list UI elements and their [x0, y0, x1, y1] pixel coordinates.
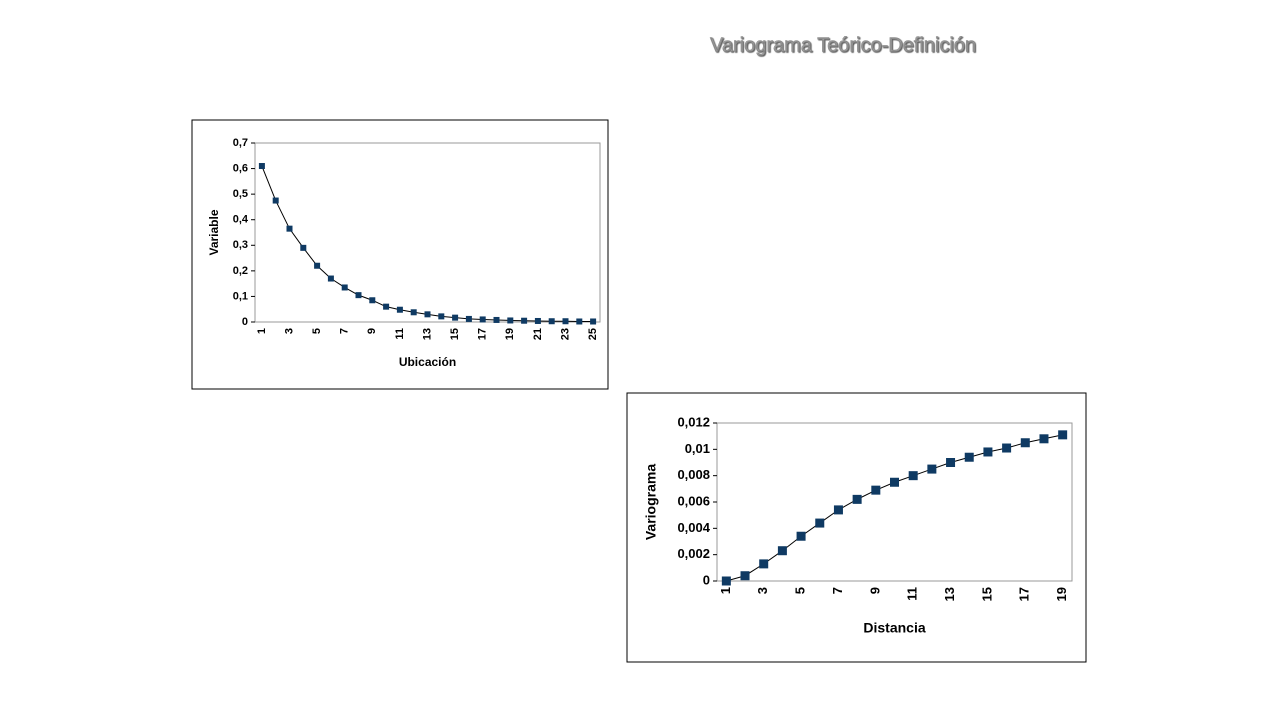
marker — [327, 275, 334, 282]
marker — [852, 494, 862, 504]
y-tick-label: 0,1 — [233, 290, 248, 302]
x-tick-label: 5 — [793, 587, 808, 594]
x-tick-label: 17 — [1017, 587, 1032, 601]
y-tick-label: 0,012 — [677, 414, 710, 429]
marker — [258, 163, 265, 170]
marker — [314, 262, 321, 269]
marker — [562, 318, 569, 325]
marker — [424, 311, 431, 318]
marker — [548, 318, 555, 325]
marker — [721, 576, 731, 586]
marker — [833, 505, 843, 515]
x-tick-label: 7 — [339, 328, 351, 334]
marker — [493, 316, 500, 323]
marker — [355, 292, 362, 299]
x-tick-label: 23 — [559, 328, 571, 340]
x-tick-label: 19 — [1054, 587, 1069, 601]
y-tick-label: 0,002 — [677, 546, 710, 561]
x-tick-label: 11 — [905, 587, 920, 601]
marker — [369, 297, 376, 304]
marker — [1020, 438, 1030, 448]
x-tick-label: 3 — [755, 587, 770, 594]
marker — [1058, 430, 1068, 440]
marker — [465, 315, 472, 322]
x-tick-label: 13 — [421, 328, 433, 340]
y-axis-label: Variograma — [643, 464, 659, 540]
x-axis-label: Ubicación — [399, 355, 456, 369]
x-tick-label: 1 — [718, 587, 733, 594]
x-tick-label: 21 — [532, 328, 544, 340]
marker — [507, 317, 514, 324]
x-tick-label: 3 — [283, 328, 295, 334]
marker — [452, 314, 459, 321]
marker — [815, 518, 825, 528]
marker — [964, 452, 974, 462]
chart-frame — [626, 392, 1087, 663]
x-tick-label: 17 — [477, 328, 489, 340]
x-tick-label: 5 — [311, 328, 323, 334]
marker — [927, 464, 937, 474]
y-tick-label: 0,004 — [677, 520, 710, 535]
marker — [521, 317, 528, 324]
y-tick-label: 0,2 — [233, 265, 248, 277]
x-tick-label: 9 — [867, 587, 882, 594]
marker — [534, 317, 541, 324]
marker — [908, 471, 918, 481]
marker — [438, 313, 445, 320]
x-tick-label: 15 — [979, 587, 994, 601]
marker — [272, 197, 279, 204]
marker — [576, 318, 583, 325]
y-tick-label: 0,6 — [233, 162, 248, 174]
marker — [759, 559, 769, 569]
x-tick-label: 1 — [256, 328, 268, 334]
plot-area — [254, 142, 601, 323]
x-tick-label: 25 — [587, 328, 599, 340]
x-tick-label: 19 — [504, 328, 516, 340]
marker — [983, 447, 993, 457]
y-tick-label: 0,006 — [677, 493, 710, 508]
marker — [300, 244, 307, 251]
marker — [396, 306, 403, 313]
slide-title: Variograma Teórico-Definición — [710, 34, 976, 56]
x-tick-label: 7 — [830, 587, 845, 594]
x-tick-label: 11 — [394, 328, 406, 340]
y-tick-label: 0,008 — [677, 467, 710, 482]
marker — [740, 571, 750, 581]
y-tick-label: 0,7 — [233, 137, 248, 149]
x-axis-label: Distancia — [863, 620, 925, 636]
marker — [479, 316, 486, 323]
y-tick-label: 0,5 — [233, 188, 248, 200]
y-tick-label: 0,01 — [685, 441, 710, 456]
x-tick-label: 15 — [449, 328, 461, 340]
marker — [946, 458, 956, 467]
marker — [777, 546, 787, 556]
marker — [286, 225, 293, 232]
y-tick-label: 0,3 — [233, 239, 248, 251]
marker — [341, 284, 348, 291]
y-tick-label: 0 — [703, 572, 710, 587]
marker — [890, 477, 899, 487]
marker — [871, 485, 881, 495]
marker — [1002, 443, 1012, 453]
y-tick-label: 0 — [242, 316, 248, 328]
chart-frame — [191, 119, 609, 390]
x-tick-label: 13 — [942, 587, 957, 601]
marker — [383, 303, 390, 310]
marker — [796, 531, 806, 541]
marker — [1039, 434, 1049, 444]
marker — [590, 318, 597, 325]
marker — [410, 309, 417, 316]
x-tick-label: 9 — [366, 328, 378, 334]
y-tick-label: 0,4 — [233, 214, 249, 226]
y-axis-label: Variable — [207, 209, 221, 255]
